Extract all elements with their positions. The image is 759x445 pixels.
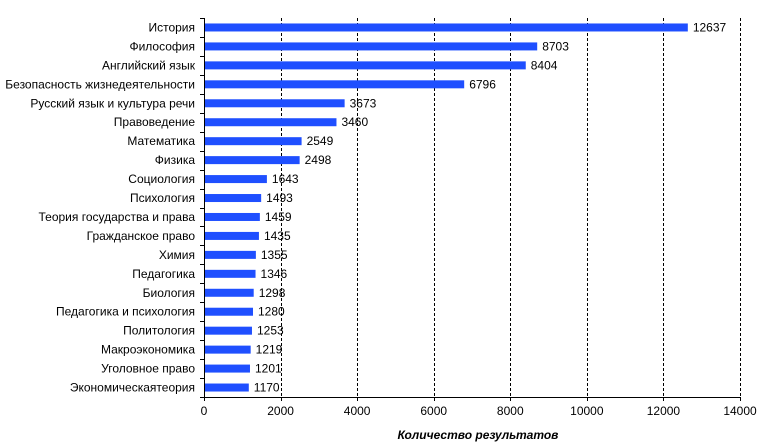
category-label: Английский язык	[102, 58, 196, 72]
bar	[204, 326, 252, 335]
category-label: Педагогика	[132, 267, 195, 281]
value-label: 1435	[264, 229, 291, 243]
value-label: 1219	[256, 343, 283, 357]
category-label: Гражданское право	[87, 229, 196, 243]
value-label: 12637	[693, 20, 727, 34]
category-label: Безопасность жизнедеятельности	[5, 77, 195, 91]
x-tick-label: 4000	[344, 404, 371, 418]
category-label: Политология	[123, 324, 195, 338]
bar	[204, 288, 254, 297]
bar	[204, 307, 254, 316]
x-tick-label: 6000	[420, 404, 447, 418]
category-label: Теория государства и права	[39, 210, 196, 224]
value-label: 1355	[261, 248, 288, 262]
x-tick-label: 2000	[267, 404, 294, 418]
category-label: Физика	[155, 153, 196, 167]
value-label: 6796	[469, 77, 496, 91]
x-tick-labels: 0 2000 4000 6000 8000 10000 12000 14000	[201, 404, 757, 418]
bar	[204, 42, 538, 51]
bar	[204, 383, 249, 392]
bar	[204, 231, 259, 240]
bar	[204, 23, 688, 32]
value-label: 8404	[531, 58, 558, 72]
value-label: 1298	[259, 286, 286, 300]
category-label: История	[148, 20, 195, 34]
x-tick-label: 0	[201, 404, 208, 418]
bar	[204, 250, 256, 259]
value-label: 1643	[272, 172, 299, 186]
category-label: Макроэкономика	[101, 343, 195, 357]
value-label: 1459	[265, 210, 292, 224]
category-label: Философия	[129, 39, 195, 53]
bar	[204, 175, 267, 184]
value-label: 3673	[350, 96, 377, 110]
bar	[204, 80, 465, 89]
bar	[204, 194, 262, 203]
category-label: Математика	[127, 134, 195, 148]
bars	[204, 23, 688, 392]
value-label: 2498	[305, 153, 332, 167]
value-label: 1170	[254, 381, 280, 395]
category-label: Уголовное право	[101, 362, 195, 376]
value-label: 1280	[258, 305, 285, 319]
value-label: 3460	[341, 115, 368, 129]
category-labels: История Философия Английский язык Безопасно…	[5, 20, 195, 394]
bar	[204, 212, 260, 221]
x-tick-label: 12000	[647, 404, 681, 418]
x-tick-label: 10000	[570, 404, 604, 418]
bar	[204, 137, 302, 146]
axes	[200, 18, 741, 401]
category-label: Биология	[143, 286, 195, 300]
bar	[204, 156, 300, 165]
value-label: 1201	[255, 362, 282, 376]
value-labels: 12637 8703 8404 6796 3673 3460 2549 2498 1643 149…	[254, 20, 727, 394]
category-label: Социология	[128, 172, 195, 186]
value-label: 1253	[257, 324, 284, 338]
category-label: Психология	[130, 191, 195, 205]
bar	[204, 61, 526, 70]
x-tick-label: 14000	[723, 404, 757, 418]
category-label: Правоведение	[114, 115, 196, 129]
bar	[204, 118, 337, 127]
category-label: Химия	[159, 248, 195, 262]
value-label: 8703	[542, 39, 569, 53]
bar	[204, 269, 256, 278]
x-tick-label: 8000	[497, 404, 524, 418]
bar	[204, 345, 251, 354]
value-label: 2549	[307, 134, 334, 148]
gridlines	[281, 18, 741, 397]
value-label: 1493	[266, 191, 293, 205]
x-axis-title: Количество результатов	[398, 428, 559, 442]
category-label: Русский язык и культура речи	[30, 96, 195, 110]
category-label: Педагогика и психология	[56, 305, 195, 319]
value-label: 1346	[261, 267, 288, 281]
bar	[204, 364, 250, 373]
bar	[204, 99, 345, 108]
category-label: Экономическаятеория	[70, 381, 195, 395]
